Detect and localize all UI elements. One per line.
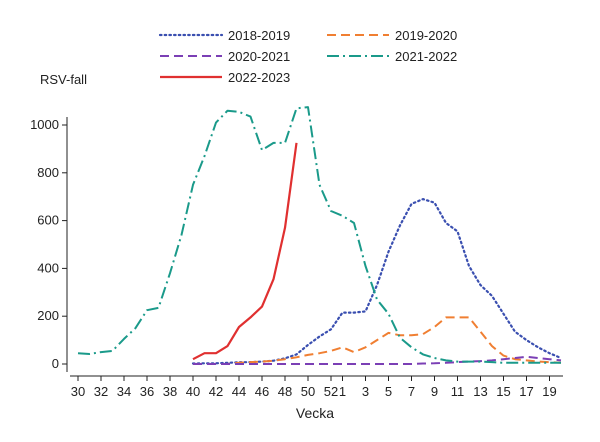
series-line-2022-2023 (192, 142, 298, 361)
x-tick-label: 19 (542, 384, 556, 399)
x-tick-label: 5 (385, 384, 392, 399)
y-tick-label: 600 (37, 213, 59, 228)
x-tick-label: 52 (324, 384, 338, 399)
series-layer (77, 106, 563, 365)
series-line-2018-2019 (191, 198, 563, 365)
x-tick-label: 13 (473, 384, 487, 399)
x-tick-label: 11 (451, 384, 465, 399)
x-tick-label: 50 (301, 384, 315, 399)
y-tick-label: 0 (52, 356, 59, 371)
x-tick-label: 7 (408, 384, 415, 399)
x-tick-label: 40 (186, 384, 200, 399)
legend-label: 2022-2023 (228, 70, 290, 85)
x-tick-label: 1 (339, 384, 346, 399)
series-line-2019-2020 (193, 316, 562, 365)
y-tick-label: 200 (37, 308, 59, 323)
x-tick-label: 30 (71, 384, 85, 399)
legend-label: 2021-2022 (395, 49, 457, 64)
x-tick-label: 9 (431, 384, 438, 399)
y-axis-label: RSV-fall (40, 72, 87, 87)
x-tick-label: 15 (496, 384, 510, 399)
x-tick-label: 36 (140, 384, 154, 399)
y-tick-label: 800 (37, 165, 59, 180)
y-tick-label: 400 (37, 260, 59, 275)
legend-label: 2019-2020 (395, 28, 457, 43)
legend-label: 2018-2019 (228, 28, 290, 43)
x-tick-label: 46 (255, 384, 269, 399)
x-tick-label: 17 (519, 384, 533, 399)
x-tick-label: 34 (117, 384, 131, 399)
x-tick-label: 48 (278, 384, 292, 399)
x-tick-label: 44 (232, 384, 246, 399)
series-line-2020-2021 (193, 355, 562, 365)
series-line-2021-2022 (77, 106, 561, 364)
x-tick-label: 32 (94, 384, 108, 399)
y-tick-label: 1000 (30, 117, 59, 132)
x-tick-label: 38 (163, 384, 177, 399)
x-tick-label: 42 (209, 384, 223, 399)
legend-label: 2020-2021 (228, 49, 290, 64)
legend: 2018-2019 2019-2020 2020-2021 2021-2022 2022… (158, 28, 457, 85)
axes: 0 200 400 600 800 1000 30 32 34 36 38 40 42 44 46 48 50 5… (30, 117, 563, 399)
x-tick-label: 3 (362, 384, 369, 399)
x-axis-label: Vecka (296, 405, 334, 421)
